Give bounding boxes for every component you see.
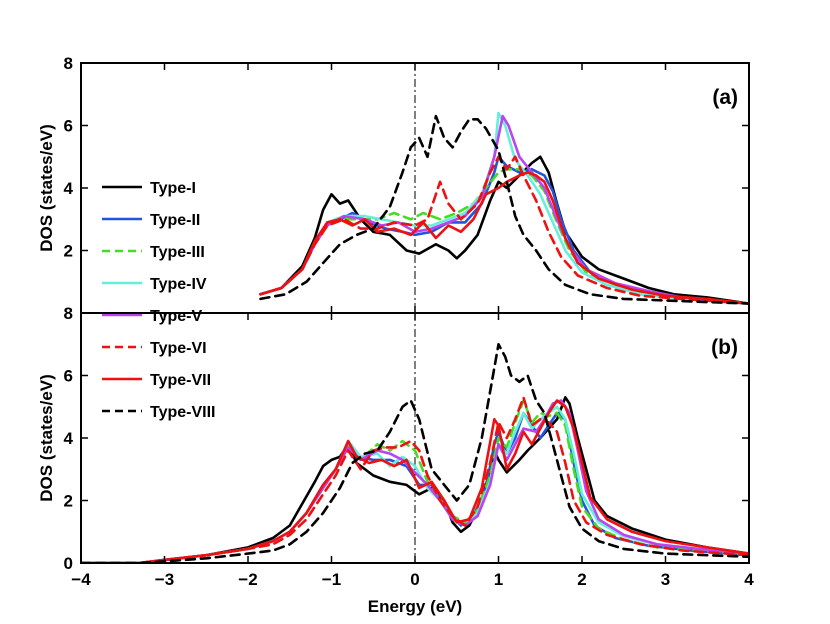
panel-b-ytick-label: 6: [64, 367, 73, 386]
panel-a-series-type-viii: [259, 114, 749, 305]
legend-label-type-iv: Type-IV: [150, 276, 207, 293]
x-tick-label: 4: [744, 570, 754, 589]
panel-b-ytick-label: 0: [64, 554, 73, 573]
panel-a-series-type-v: [259, 114, 749, 305]
panel-a-ylabel: DOS (states/eV): [37, 124, 56, 252]
legend-box: [96, 170, 258, 428]
x-tick-label: −4: [71, 570, 91, 589]
panel-a-ytick-label: 2: [64, 242, 73, 261]
x-tick-label: −3: [155, 570, 174, 589]
panel-b-ytick-label: 2: [64, 492, 73, 511]
panel-a-series-type-iii: [259, 168, 749, 305]
panel-b-ytick-label: 4: [64, 429, 74, 448]
x-tick-label: 3: [661, 570, 670, 589]
x-tick-label: 1: [494, 570, 503, 589]
legend-label-type-iii: Type-III: [150, 244, 205, 261]
panel-a-ytick-label: 8: [64, 54, 73, 73]
legend-label-type-i: Type-I: [150, 180, 196, 197]
panel-a-label: (a): [712, 86, 738, 109]
legend-label-type-viii: Type-VIII: [150, 404, 216, 421]
panel-a-series-type-iv: [259, 111, 749, 305]
panel-b-series-type-i: [81, 396, 749, 563]
panel-a-series-type-i: [259, 155, 749, 305]
panel-a-ytick-label: 6: [64, 117, 73, 136]
panel-b-ylabel: DOS (states/eV): [37, 374, 56, 502]
legend: Type-I Type-II Type-III Type-IV Type-V Type-V…: [96, 170, 258, 428]
x-axis-label: Energy (eV): [368, 597, 462, 616]
legend-label-type-vii: Type-VII: [150, 372, 211, 389]
x-tick-label: −2: [238, 570, 257, 589]
panel-b: 0 2 4 6 −4 −3 −2 −1 0 1 2 3 4 DOS (states/eV) (b) En…: [37, 312, 754, 616]
x-tick-label: 0: [410, 570, 419, 589]
legend-label-type-ii: Type-II: [150, 212, 200, 229]
x-tick-label: −1: [322, 570, 341, 589]
panel-a-ytick-label: 8: [64, 304, 73, 323]
panel-a-series-type-vii: [259, 171, 749, 305]
panel-b-label: (b): [711, 336, 738, 359]
legend-label-type-v: Type-V: [150, 308, 202, 325]
panel-a-series-type-ii: [259, 155, 749, 305]
panel-b-series-type-viii: [81, 343, 749, 563]
x-tick-label: 2: [577, 570, 586, 589]
legend-label-type-vi: Type-VI: [150, 340, 207, 357]
panel-a-ytick-label: 4: [64, 179, 74, 198]
panel-b-series-type-vii: [81, 399, 749, 563]
panel-b-series-type-vi: [81, 396, 749, 563]
panel-a-series-type-vi: [259, 155, 749, 305]
